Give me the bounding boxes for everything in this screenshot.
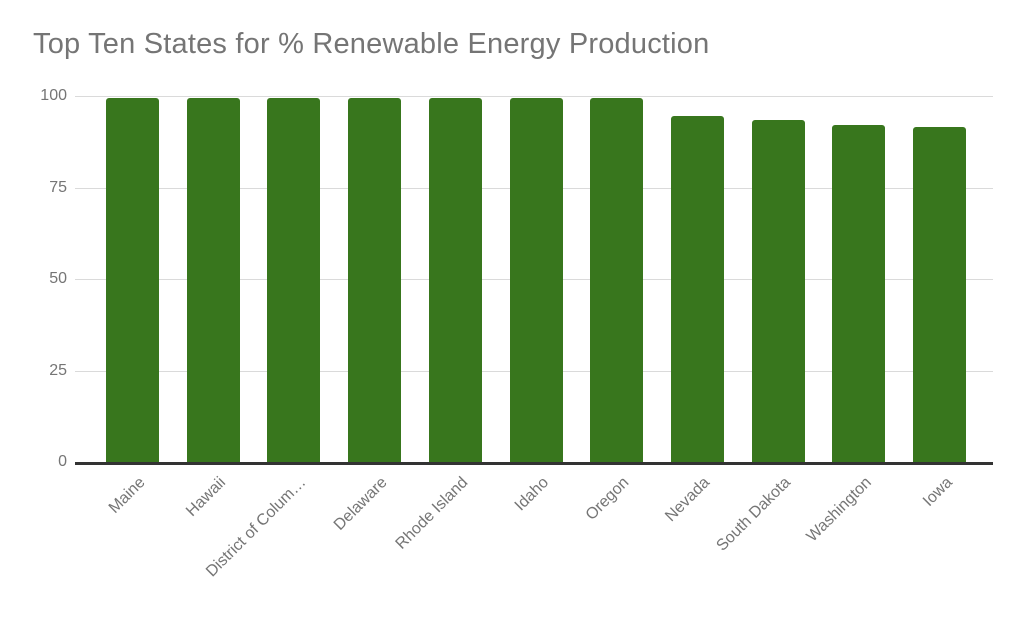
- bar-slot-maine: [92, 96, 173, 462]
- bar-oregon[interactable]: [590, 97, 644, 462]
- y-axis-tick-label-0: 0: [58, 453, 67, 470]
- bar-slot-idaho: [496, 96, 577, 462]
- chart-title: Top Ten States for % Renewable Energy Pr…: [33, 28, 710, 60]
- gridline-100: [75, 96, 993, 97]
- bar-delaware[interactable]: [348, 97, 402, 462]
- x-axis-label-idaho: Idaho: [511, 474, 553, 515]
- x-axis-label-south-dakota: South Dakota: [713, 474, 795, 555]
- bar-idaho[interactable]: [509, 97, 563, 462]
- x-axis-label-nevada: Nevada: [662, 474, 714, 526]
- bar-iowa[interactable]: [913, 127, 967, 462]
- bar-slot-nevada: [657, 96, 738, 462]
- bar-slot-south-dakota: [738, 96, 819, 462]
- x-axis-label-delaware: Delaware: [330, 474, 391, 534]
- x-axis-label-oregon: Oregon: [582, 474, 633, 524]
- bar-rhode-island[interactable]: [428, 97, 482, 462]
- y-axis-tick-label-25: 25: [49, 361, 67, 379]
- bar-hawaii[interactable]: [186, 97, 240, 462]
- bar-slot-rhode-island: [415, 96, 496, 462]
- x-axis-label-maine: Maine: [105, 474, 149, 517]
- bar-maine[interactable]: [105, 97, 159, 462]
- bar-slot-oregon: [576, 96, 657, 462]
- bar-washington[interactable]: [832, 125, 886, 462]
- bar-nevada[interactable]: [671, 116, 724, 462]
- x-axis-label-iowa: Iowa: [919, 474, 956, 510]
- bar-slot-hawaii: [173, 96, 254, 462]
- bar-slot-iowa: [899, 96, 980, 462]
- x-axis-label-washington: Washington: [803, 474, 875, 546]
- bar-district-of-colum[interactable]: [267, 97, 321, 462]
- bar-slot-district-of-colum: [253, 96, 334, 462]
- x-axis-label-hawaii: Hawaii: [183, 474, 230, 520]
- bar-slot-washington: [819, 96, 900, 462]
- plot-area: [75, 96, 993, 465]
- y-axis-tick-label-100: 100: [40, 87, 67, 104]
- bar-series: [75, 96, 993, 462]
- x-axis-label-rhode-island: Rhode Island: [392, 474, 472, 553]
- y-axis-tick-label-75: 75: [49, 178, 67, 196]
- y-axis-tick-label-50: 50: [49, 270, 67, 287]
- bar-slot-delaware: [334, 96, 415, 462]
- bar-south-dakota[interactable]: [751, 119, 805, 462]
